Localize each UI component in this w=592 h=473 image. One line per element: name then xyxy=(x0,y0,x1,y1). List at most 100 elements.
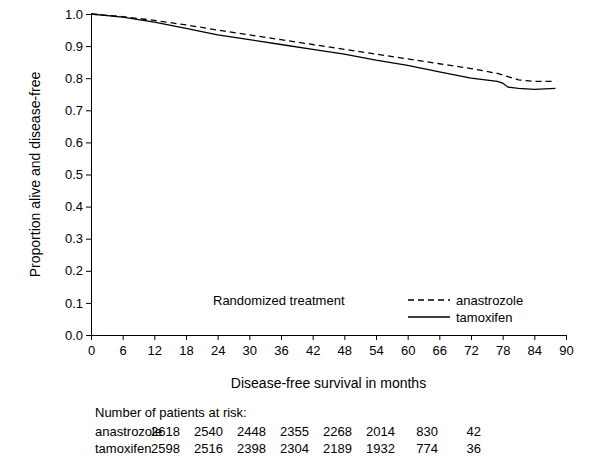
risk-value: 2540 xyxy=(194,424,223,439)
x-tick-label: 30 xyxy=(243,343,257,358)
y-axis-title: Proportion alive and disease-free xyxy=(27,72,43,278)
x-tick: 42 xyxy=(306,335,320,358)
y-tick-mark xyxy=(86,271,91,272)
risk-value: 2189 xyxy=(323,441,352,456)
y-tick-mark xyxy=(86,239,91,240)
y-tick: 0.9 xyxy=(65,39,91,54)
x-tick-mark xyxy=(281,335,282,340)
x-tick-mark xyxy=(471,335,472,340)
x-tick: 90 xyxy=(559,335,573,358)
x-tick-label: 12 xyxy=(148,343,162,358)
risk-value: 2618 xyxy=(151,424,180,439)
legend-swatch xyxy=(408,299,450,300)
y-tick: 0.6 xyxy=(65,135,91,150)
x-tick-label: 18 xyxy=(179,343,193,358)
y-tick-label: 0.2 xyxy=(65,263,83,278)
x-tick: 18 xyxy=(179,335,193,358)
x-tick-mark xyxy=(376,335,377,340)
y-tick: 0.0 xyxy=(65,328,91,343)
y-tick-mark xyxy=(86,303,91,304)
x-tick: 24 xyxy=(211,335,225,358)
x-tick-label: 90 xyxy=(559,343,573,358)
x-tick: 30 xyxy=(243,335,257,358)
y-tick-mark xyxy=(86,142,91,143)
x-tick: 0 xyxy=(88,335,95,358)
risk-row-name: tamoxifen xyxy=(95,441,151,456)
y-tick: 0.2 xyxy=(65,263,91,278)
y-tick-label: 1.0 xyxy=(65,7,83,22)
legend-title: Randomized treatment xyxy=(213,293,345,308)
risk-table: Number of patients at risk:anastrozole26… xyxy=(95,405,481,456)
x-axis-title: Disease-free survival in months xyxy=(231,375,426,391)
x-tick: 6 xyxy=(120,335,127,358)
x-tick: 78 xyxy=(496,335,510,358)
x-tick-mark xyxy=(186,335,187,340)
x-tick: 48 xyxy=(338,335,352,358)
x-tick-label: 42 xyxy=(306,343,320,358)
x-tick-mark xyxy=(534,335,535,340)
x-axis: 0 6 12 18 24 30 36 42 48 54 60 66 72 78 84 90 xyxy=(88,335,574,358)
y-tick: 1.0 xyxy=(65,7,91,22)
x-tick-label: 78 xyxy=(496,343,510,358)
y-tick: 0.3 xyxy=(65,231,91,246)
x-tick-mark xyxy=(344,335,345,340)
risk-value: 1932 xyxy=(366,441,395,456)
y-tick-mark xyxy=(86,14,91,15)
legend-label: anastrozole xyxy=(456,293,523,308)
y-tick: 0.4 xyxy=(65,199,91,214)
x-tick-label: 60 xyxy=(401,343,415,358)
series-line xyxy=(91,14,555,89)
x-tick-label: 6 xyxy=(120,343,127,358)
risk-value: 2304 xyxy=(280,441,309,456)
x-tick-label: 54 xyxy=(369,343,383,358)
y-tick-mark xyxy=(86,175,91,176)
y-tick-label: 0.1 xyxy=(65,296,83,311)
x-tick-mark xyxy=(566,335,567,340)
legend-label: tamoxifen xyxy=(456,310,512,325)
risk-value: 2448 xyxy=(237,424,266,439)
y-tick-mark xyxy=(86,110,91,111)
x-tick-label: 0 xyxy=(88,343,95,358)
y-tick-mark xyxy=(86,207,91,208)
y-tick-label: 0.3 xyxy=(65,231,83,246)
x-tick-mark xyxy=(154,335,155,340)
y-tick-label: 0.7 xyxy=(65,103,83,118)
x-tick-label: 36 xyxy=(274,343,288,358)
risk-value: 2516 xyxy=(194,441,223,456)
x-tick-label: 66 xyxy=(433,343,447,358)
x-tick: 84 xyxy=(528,335,542,358)
x-tick-mark xyxy=(123,335,124,340)
y-tick-label: 0.0 xyxy=(65,328,83,343)
x-tick-mark xyxy=(313,335,314,340)
x-tick-label: 24 xyxy=(211,343,225,358)
x-tick: 12 xyxy=(148,335,162,358)
risk-value: 42 xyxy=(467,424,481,439)
y-tick: 0.7 xyxy=(65,103,91,118)
risk-table-title: Number of patients at risk: xyxy=(95,405,247,420)
x-tick-mark xyxy=(439,335,440,340)
x-tick-mark xyxy=(218,335,219,340)
plot-area xyxy=(91,14,555,89)
y-tick-label: 0.8 xyxy=(65,71,83,86)
legend-swatch xyxy=(408,316,450,317)
y-axis: 0.0 0.1 0.2 0.3 0.4 0.5 0.6 0.7 0.8 0.9 1.0 xyxy=(65,7,92,343)
y-tick-mark xyxy=(86,78,91,79)
x-tick-label: 48 xyxy=(338,343,352,358)
risk-value: 2598 xyxy=(151,441,180,456)
y-tick: 0.1 xyxy=(65,296,91,311)
x-tick: 36 xyxy=(274,335,288,358)
risk-value: 2014 xyxy=(366,424,395,439)
y-tick: 0.8 xyxy=(65,71,91,86)
y-tick-label: 0.5 xyxy=(65,167,83,182)
risk-value: 2268 xyxy=(323,424,352,439)
series-line xyxy=(91,14,555,81)
chart: 0612182430364248546066727884900.00.10.20… xyxy=(0,0,592,473)
x-tick-mark xyxy=(408,335,409,340)
x-tick: 54 xyxy=(369,335,383,358)
x-tick-label: 72 xyxy=(464,343,478,358)
risk-value: 830 xyxy=(416,424,438,439)
y-tick-mark xyxy=(86,335,91,336)
y-tick-label: 0.6 xyxy=(65,135,83,150)
risk-value: 774 xyxy=(416,441,438,456)
x-tick-mark xyxy=(503,335,504,340)
